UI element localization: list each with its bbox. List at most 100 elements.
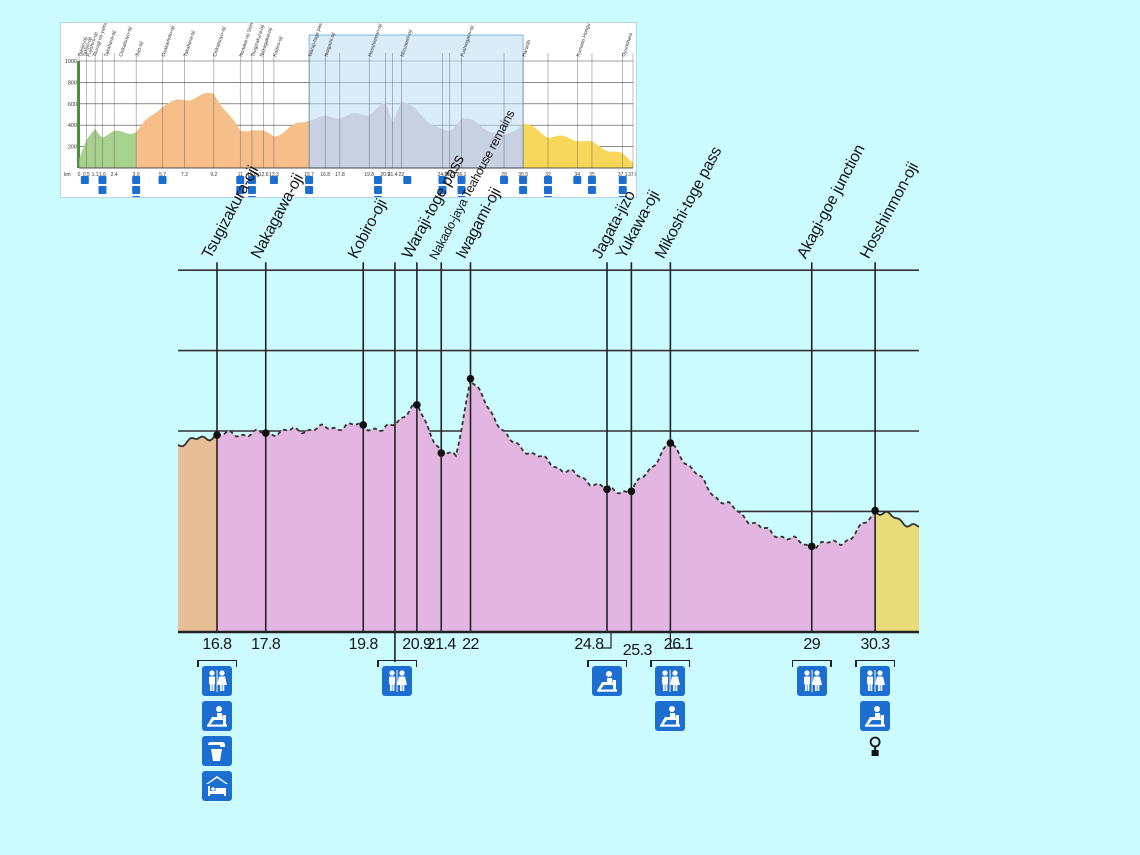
overview-facility-icon — [543, 176, 552, 184]
overview-facility-icon — [438, 186, 447, 194]
overview-km-tick-label: 22 — [399, 172, 405, 178]
overview-km-tick-label: 35 — [589, 172, 595, 178]
overview-km-tick-label: 1.6 — [99, 172, 106, 178]
overview-facility-icon — [158, 176, 167, 184]
elevation-outline — [874, 510, 920, 528]
overview-facility-icon — [236, 176, 245, 184]
overview-y-tick-label: 1000 — [65, 59, 77, 65]
water-icon — [202, 736, 232, 766]
overview-facility-icon — [618, 176, 627, 184]
overview-km-tick-label: 17.8 — [335, 172, 345, 178]
tick-leader — [669, 632, 685, 649]
point-marker — [261, 429, 270, 437]
overview-facility-icon — [519, 186, 528, 194]
overview-facility-icon — [618, 196, 627, 197]
x-tick-label: 19.8 — [348, 636, 379, 653]
lodging-icon — [202, 771, 232, 801]
overview-km-tick-label: 30.3 — [518, 172, 528, 178]
overview-facility-icon — [457, 196, 466, 197]
rest-area-icon — [860, 701, 891, 731]
point-marker — [627, 487, 636, 496]
overview-facility-icon — [305, 186, 314, 194]
x-tick-label: 22 — [462, 636, 479, 653]
overview-facility-icon — [80, 176, 89, 184]
overview-facility-icon — [543, 186, 552, 194]
overview-place-label: Haraido — [521, 39, 532, 58]
x-tick-label: 24.8 — [574, 636, 604, 653]
overview-facility-icon — [587, 186, 596, 194]
overview-km-tick-label: 37.8 — [628, 172, 636, 178]
facility-bracket — [791, 660, 832, 667]
overview-elevation-chart: 1000 800 600 400 200 km 0 0.5 1.1 1.6 2.4 3.9 5.7 7.2… — [60, 22, 637, 198]
overview-km-tick-label: 26.1 — [457, 172, 467, 178]
overview-km-tick-label: 12.6 — [259, 172, 269, 178]
toilet-icon — [655, 666, 686, 696]
point-marker — [666, 439, 675, 447]
overview-km-tick-label: 0 — [78, 172, 81, 178]
facility-bracket — [855, 660, 896, 667]
overview-facility-icon — [587, 176, 596, 184]
point-marker — [359, 421, 368, 429]
overview-facility-icon — [457, 176, 466, 184]
point-marker — [213, 431, 221, 439]
facility-bracket — [650, 660, 691, 667]
overview-km-tick-label: 20.9 — [380, 172, 390, 178]
overview-facility-icon — [373, 196, 382, 197]
overview-km-tick-label: 32 — [545, 172, 551, 178]
overview-km-tick-label: 15.7 — [304, 172, 314, 178]
overview-km-tick-label: 0.5 — [83, 172, 90, 178]
point-marker — [413, 401, 421, 409]
overview-facility-icon — [403, 176, 412, 184]
overview-facility-icon — [132, 196, 141, 197]
overview-highlight-window — [308, 34, 524, 169]
point-marker — [603, 485, 611, 494]
overview-km-tick-label: 25.3 — [445, 172, 455, 178]
overview-area-section — [523, 123, 633, 168]
overview-y-tick-label: 400 — [68, 123, 77, 129]
rest-area-icon — [655, 701, 686, 731]
overview-left-bar — [77, 61, 80, 168]
x-tick-label: 21.4 — [426, 636, 457, 653]
overview-km-tick-label: 21.4 — [388, 172, 398, 178]
tick-leader — [601, 632, 612, 649]
x-tick-label: 26.1 — [663, 636, 694, 653]
overview-km-tick-label: 11.8 — [247, 172, 257, 178]
point-marker — [871, 506, 879, 515]
overview-facility-icon — [457, 186, 466, 194]
overview-km-tick-label: 5.7 — [159, 172, 166, 178]
overview-km-tick-label: 7.2 — [181, 172, 188, 178]
elevation-outline — [177, 433, 218, 448]
x-tick-label: 17.8 — [251, 636, 281, 653]
elevation-area-section — [217, 380, 876, 632]
overview-facility-icon — [98, 186, 107, 194]
overview-facility-icon — [618, 186, 627, 194]
overview-km-tick-label: 24.8 — [438, 172, 448, 178]
toilet-icon — [202, 666, 232, 696]
elevation-area-section — [178, 434, 217, 632]
toilet-icon — [796, 666, 827, 696]
overview-place-label: Jujo-oji — [134, 41, 145, 58]
facility-bracket — [587, 660, 627, 667]
overview-facility-icon — [438, 176, 447, 184]
overview-km-tick-label: 13.3 — [269, 172, 279, 178]
overview-km-tick-label: 16.8 — [320, 172, 330, 178]
facility-bracket — [377, 660, 418, 667]
overview-area-section — [136, 92, 310, 168]
overview-km-tick-label: 9.2 — [210, 172, 217, 178]
overview-facility-icon — [247, 186, 256, 194]
overview-y-tick-label: 800 — [68, 80, 77, 86]
overview-km-tick-label: 3.9 — [133, 172, 140, 178]
overview-facility-icon — [247, 196, 256, 197]
x-tick-label: 29 — [803, 636, 821, 653]
overview-km-tick-label: 34 — [575, 172, 581, 178]
point-marker — [466, 374, 475, 383]
bus-stop-icon — [869, 736, 881, 756]
x-tick-label: 25.3 — [622, 642, 653, 659]
x-tick-label: 30.3 — [860, 636, 891, 653]
overview-plot: 1000 800 600 400 200 km 0 0.5 1.1 1.6 2.4 3.9 5.7 7.2… — [64, 23, 636, 197]
toilet-icon — [860, 666, 891, 696]
overview-facility-icon — [373, 186, 382, 194]
overview-facility-icon — [98, 176, 107, 184]
overview-facility-icon — [500, 176, 509, 184]
